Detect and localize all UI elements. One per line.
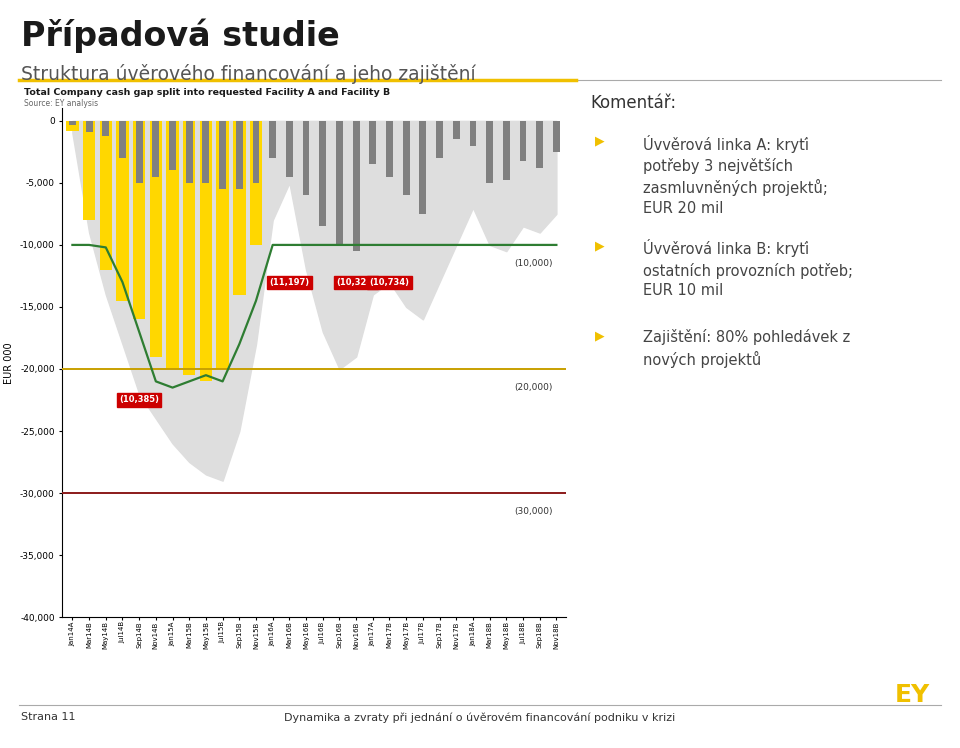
Bar xyxy=(370,121,376,165)
Bar xyxy=(302,121,309,195)
Bar xyxy=(153,121,159,177)
Bar xyxy=(69,121,76,125)
Bar xyxy=(236,121,243,189)
Bar xyxy=(320,121,326,227)
Bar xyxy=(352,121,360,251)
Bar xyxy=(403,121,410,195)
Bar xyxy=(286,121,293,177)
Bar xyxy=(85,121,92,132)
Bar xyxy=(103,121,109,135)
Text: (30,000): (30,000) xyxy=(515,507,553,516)
Text: Total Company cash gap split into requested Facility A and Facility B: Total Company cash gap split into reques… xyxy=(24,88,390,96)
Bar xyxy=(250,121,262,245)
Bar xyxy=(66,121,79,131)
Bar xyxy=(186,121,193,183)
Bar xyxy=(219,121,226,189)
Bar xyxy=(100,121,112,270)
Bar xyxy=(336,121,343,245)
Bar xyxy=(519,121,526,161)
Bar xyxy=(200,121,212,381)
Bar xyxy=(386,121,393,177)
Bar xyxy=(486,121,493,183)
Text: (10,328): (10,328) xyxy=(336,278,376,286)
Bar xyxy=(469,121,476,146)
Text: (20,000): (20,000) xyxy=(515,383,553,392)
Bar xyxy=(183,121,196,375)
Bar xyxy=(169,121,176,171)
Text: Komentář:: Komentář: xyxy=(590,94,677,111)
Bar xyxy=(216,121,228,369)
Text: Případová studie: Případová studie xyxy=(21,19,340,53)
Text: (10,385): (10,385) xyxy=(119,396,159,405)
Text: Struktura úvěrového financování a jeho zajištění: Struktura úvěrového financování a jeho z… xyxy=(21,64,476,84)
Bar xyxy=(252,121,259,183)
Bar xyxy=(453,121,460,139)
Text: Strana 11: Strana 11 xyxy=(21,712,76,722)
Bar xyxy=(503,121,510,180)
Bar xyxy=(203,121,209,183)
Text: (11,197): (11,197) xyxy=(270,278,309,286)
Y-axis label: EUR 000: EUR 000 xyxy=(5,342,14,384)
Bar xyxy=(537,121,543,168)
Bar xyxy=(132,121,145,319)
Text: ▶: ▶ xyxy=(595,135,605,147)
Bar xyxy=(119,121,126,158)
Text: (10,734): (10,734) xyxy=(370,278,410,286)
Bar xyxy=(166,121,179,369)
Text: (10,000): (10,000) xyxy=(515,259,553,268)
Bar xyxy=(116,121,129,301)
Text: Úvvěrová linka A: krytí
potřeby 3 největších
zasmluvněných projektů;
EUR 20 mil: Úvvěrová linka A: krytí potřeby 3 nejvě… xyxy=(643,135,828,216)
Text: Úvvěrová linka B: krytí
ostatních provozních potřeb;
EUR 10 mil: Úvvěrová linka B: krytí ostatních provo… xyxy=(643,239,853,298)
Text: ▶: ▶ xyxy=(595,329,605,342)
Text: Zajištění: 80% pohledávek z
nových projektů: Zajištění: 80% pohledávek z nových proje… xyxy=(643,329,851,368)
Bar xyxy=(233,121,246,295)
Bar xyxy=(150,121,162,357)
Bar xyxy=(269,121,276,158)
Bar xyxy=(83,121,95,220)
Text: EY: EY xyxy=(895,683,929,707)
Bar xyxy=(553,121,560,152)
Bar xyxy=(135,121,143,183)
Bar xyxy=(420,121,426,214)
Text: Source: EY analysis: Source: EY analysis xyxy=(24,99,98,108)
Text: Dynamika a zvraty při jednání o úvěrovém financování podniku v krizi: Dynamika a zvraty při jednání o úvěrovém… xyxy=(284,712,676,723)
Bar xyxy=(436,121,443,158)
Text: ▶: ▶ xyxy=(595,239,605,252)
